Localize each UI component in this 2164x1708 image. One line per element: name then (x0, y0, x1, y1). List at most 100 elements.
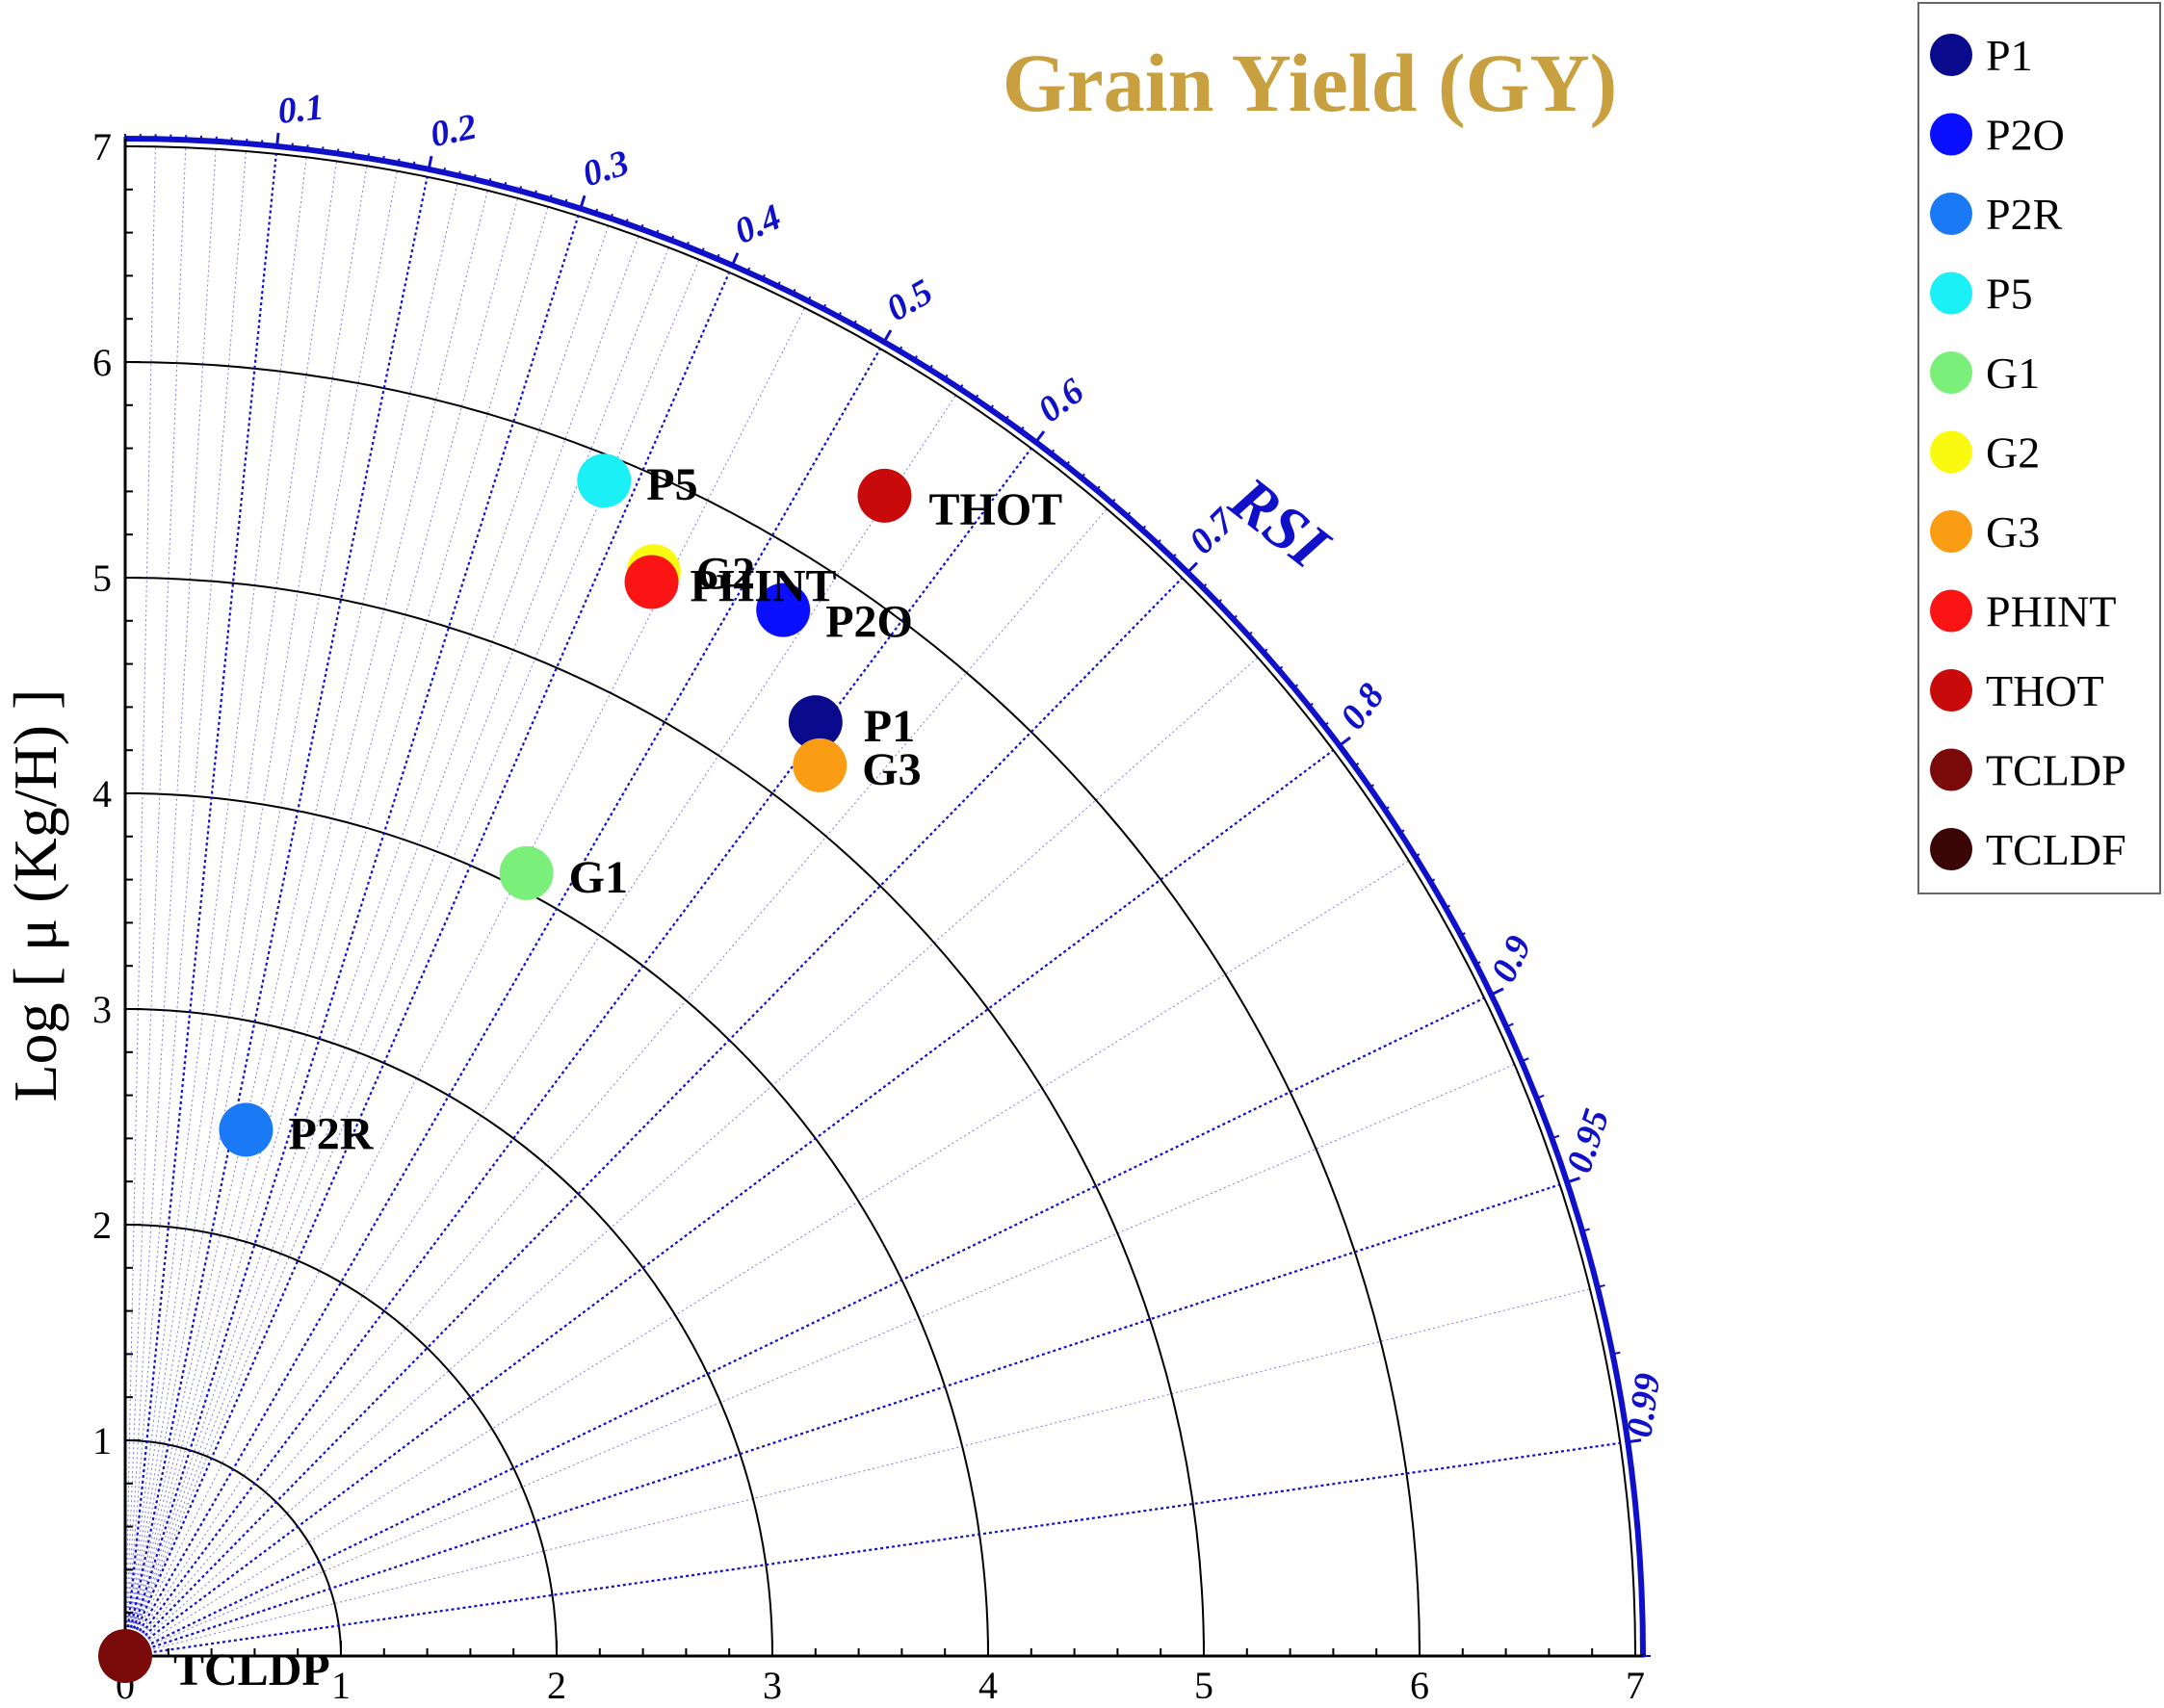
correlation-minor-tick (1323, 721, 1329, 727)
correlation-minor-tick (1232, 614, 1238, 620)
correlation-minor-tick (610, 213, 613, 220)
correlation-lines (123, 146, 1621, 1658)
legend-label: P2O (1986, 111, 2065, 160)
correlation-minor-tick (883, 337, 888, 343)
radial-arc (124, 361, 1421, 1657)
point-label: P1 (864, 701, 915, 752)
correlation-fan-line (124, 170, 398, 1657)
point-label: P2O (825, 597, 913, 648)
correlation-minor-tick (1551, 1134, 1560, 1140)
y-tick-label: 2 (92, 1203, 112, 1247)
correlation-fan-line (124, 166, 368, 1657)
correlation-minor-tick (367, 153, 370, 159)
correlation-minor-tick (275, 141, 279, 146)
x-tick-label: 2 (547, 1664, 566, 1707)
correlation-minor-tick (898, 346, 903, 351)
correlation-minor-tick (1020, 426, 1025, 432)
data-point (499, 845, 554, 900)
x-tick-label: 7 (1626, 1664, 1645, 1707)
correlation-minor-tick (1004, 415, 1009, 421)
correlation-tick-label: 0.2 (427, 106, 480, 155)
legend-marker (1930, 430, 1972, 474)
correlation-minor-tick (1081, 473, 1085, 479)
legend-marker (1930, 193, 1972, 235)
correlation-minor-tick (1415, 853, 1421, 858)
correlation-minor-tick (822, 303, 827, 310)
x-tick-label: 4 (978, 1664, 998, 1707)
legend-marker (1930, 828, 1972, 870)
data-point (793, 738, 847, 792)
axes (123, 137, 1645, 1658)
correlation-fan-line (124, 1288, 1591, 1657)
correlation-fan-line (124, 190, 488, 1657)
correlation-tick-label: 0.5 (880, 272, 940, 329)
legend: P1 P2O P2R P5 G1 G2 G3 PHINT THOT TCLDP TCLDF (1917, 2, 2161, 894)
correlation-minor-tick (1156, 539, 1161, 545)
correlation-minor-tick (397, 158, 401, 164)
correlation-line (123, 215, 580, 1657)
correlation-minor-tick (868, 328, 873, 334)
correlation-fan-line (124, 148, 217, 1657)
correlation-minor-tick (594, 208, 599, 214)
correlation-minor-tick (1247, 631, 1253, 636)
correlation-line (124, 1441, 1621, 1658)
correlation-minor-tick (852, 320, 857, 325)
correlation-minor-tick (1384, 806, 1390, 811)
legend-marker (1930, 34, 1972, 76)
data-point (624, 555, 679, 609)
correlation-minor-tick (1339, 741, 1344, 747)
point-label: G1 (569, 852, 628, 903)
outer-arc (124, 136, 1646, 1657)
y-axis-label: Log [ μ (Kg/H) ] (1, 689, 69, 1102)
data-point (857, 468, 912, 523)
correlation-minor-tick (1566, 1178, 1576, 1183)
correlation-minor-tick (1475, 961, 1481, 966)
y-tick-label: 3 (92, 988, 112, 1031)
legend-label: P1 (1986, 31, 2033, 80)
x-tick-label: 1 (331, 1664, 351, 1707)
data-point (756, 582, 811, 637)
correlation-tick-label: 0.95 (1559, 1104, 1618, 1177)
correlation-line (124, 749, 1335, 1657)
correlation-tick-label: 0.1 (276, 87, 326, 132)
legend-marker (1930, 748, 1972, 791)
legend-marker (1930, 351, 1972, 394)
legend-label: G2 (1986, 428, 2040, 478)
correlation-minor-tick (655, 229, 660, 236)
correlation-line (123, 176, 429, 1657)
legend-marker (1930, 113, 1972, 156)
correlation-line (124, 996, 1485, 1657)
correlation-minor-tick (457, 170, 461, 176)
correlation-minor-tick (1065, 460, 1071, 467)
y-tick-label: 6 (92, 341, 112, 384)
correlation-minor-tick (639, 223, 644, 230)
correlation-fan-line (124, 225, 610, 1657)
y-tick-label: 4 (92, 772, 112, 815)
correlation-minor-tick (1353, 763, 1360, 767)
correlation-minor-tick (1536, 1094, 1545, 1100)
legend-marker (1930, 510, 1972, 553)
correlation-minor-tick (564, 198, 568, 205)
correlation-fan-line (124, 150, 247, 1657)
correlation-minor-tick (473, 174, 477, 180)
legend-marker (1930, 272, 1972, 315)
correlation-fan-line (124, 236, 639, 1657)
correlation-minor-tick (1521, 1057, 1529, 1063)
correlation-minor-tick (989, 404, 994, 410)
correlation-minor-tick (1308, 702, 1314, 708)
correlation-minor-tick (837, 312, 842, 318)
correlation-minor-tick (670, 235, 675, 242)
correlation-minor-tick (549, 194, 553, 200)
correlation-minor-tick (807, 296, 812, 302)
correlation-minor-tick (291, 142, 294, 148)
legend-label: TCLDP (1986, 746, 2126, 795)
radial-arc (124, 1008, 773, 1657)
correlation-minor-tick (944, 374, 949, 380)
point-label: P2R (288, 1108, 374, 1159)
correlation-fan-line (124, 183, 458, 1657)
correlation-minor-tick (1278, 665, 1284, 671)
correlation-minor-tick (1460, 932, 1466, 937)
correlation-line (124, 348, 881, 1657)
